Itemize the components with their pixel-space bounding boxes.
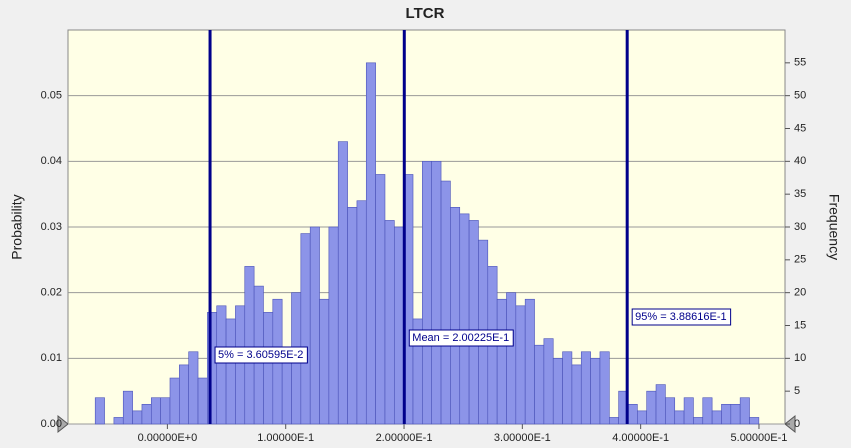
bar — [506, 292, 517, 425]
bar — [683, 397, 694, 425]
bar — [356, 200, 367, 425]
bar — [216, 305, 227, 425]
bar — [665, 397, 676, 425]
bar — [515, 305, 526, 425]
bar — [365, 62, 376, 425]
y2-tick-label: 45 — [794, 122, 806, 134]
left-slider[interactable] — [57, 414, 69, 434]
bar — [309, 226, 320, 425]
x-tick-label: 5.00000E-1 — [731, 432, 788, 444]
bar — [599, 351, 610, 425]
y-tick-label: 0.04 — [41, 155, 62, 167]
bar — [524, 298, 535, 425]
bar — [169, 377, 180, 425]
y2-tick-label: 20 — [794, 287, 806, 299]
y-tick-label: 0.03 — [41, 221, 62, 233]
x-tick-label: 2.00000E-1 — [376, 432, 433, 444]
bar — [179, 364, 189, 425]
bar — [122, 390, 133, 425]
bar — [300, 233, 311, 425]
bar — [730, 403, 741, 425]
bar — [580, 351, 591, 425]
reference-label: 95% = 3.88616E-1 — [635, 311, 726, 323]
y-tick-label: 0.02 — [41, 287, 62, 299]
bar — [571, 364, 582, 425]
y2-tick-label: 25 — [794, 254, 806, 266]
x-tick-label: 4.00000E-1 — [612, 432, 669, 444]
reference-label: 5% = 3.60595E-2 — [218, 349, 303, 361]
bar — [702, 397, 713, 425]
bar — [113, 417, 124, 425]
bar — [450, 207, 461, 425]
bar — [721, 403, 732, 425]
bar — [627, 403, 638, 425]
chart-title: LTCR — [406, 5, 445, 22]
bar — [646, 390, 657, 425]
bar — [150, 397, 161, 425]
bar — [347, 207, 358, 425]
y2-tick-label: 0 — [794, 418, 800, 430]
y2-tick-label: 40 — [794, 155, 806, 167]
bar — [235, 305, 246, 425]
y2-tick-label: 50 — [794, 90, 806, 102]
bar — [739, 397, 750, 425]
x-tick-label: 0.00000E+0 — [138, 432, 198, 444]
y-tick-label: 0.01 — [41, 352, 62, 364]
bar — [337, 141, 348, 425]
reference-label-box — [214, 346, 308, 364]
bar — [637, 410, 647, 425]
bar — [711, 410, 722, 425]
reference-label: Mean = 2.00225E-1 — [412, 332, 509, 344]
x-tick-label: 1.00000E-1 — [257, 432, 314, 444]
bar — [655, 384, 666, 425]
bar — [749, 417, 760, 425]
reference-label-box — [631, 308, 732, 326]
bar — [132, 410, 143, 425]
bar — [422, 161, 433, 425]
bar — [263, 312, 274, 425]
bar — [562, 351, 573, 425]
bar — [431, 161, 442, 425]
bar — [496, 298, 507, 425]
bar — [94, 397, 105, 425]
bar — [328, 226, 339, 425]
bar — [693, 417, 704, 425]
bar — [468, 220, 479, 425]
bar — [534, 344, 545, 425]
bar — [590, 358, 601, 425]
bar — [674, 410, 685, 425]
bar — [440, 180, 451, 425]
bar — [375, 174, 386, 425]
bar — [394, 226, 404, 425]
bar — [319, 298, 330, 425]
bar — [459, 213, 470, 425]
reference-label-box — [408, 329, 514, 347]
y-axis-title: Probability — [9, 194, 25, 259]
bar — [225, 318, 236, 425]
y2-tick-label: 5 — [794, 385, 800, 397]
bar — [543, 338, 554, 425]
bar — [197, 377, 208, 425]
y2-tick-label: 10 — [794, 352, 806, 364]
bar — [160, 397, 171, 425]
bar — [384, 220, 395, 425]
bar — [552, 358, 563, 425]
y2-tick-label: 30 — [794, 221, 806, 233]
y2-tick-label: 35 — [794, 188, 806, 200]
bar — [244, 266, 255, 425]
y2-axis-title: Frequency — [826, 194, 842, 260]
y2-tick-label: 55 — [794, 57, 806, 69]
bar — [608, 417, 619, 425]
y-tick-label: 0.05 — [41, 90, 62, 102]
y-tick-label: 0.00 — [41, 418, 62, 430]
y2-tick-label: 15 — [794, 319, 806, 331]
bar — [141, 403, 152, 425]
bar — [188, 351, 199, 425]
x-tick-label: 3.00000E-1 — [494, 432, 551, 444]
